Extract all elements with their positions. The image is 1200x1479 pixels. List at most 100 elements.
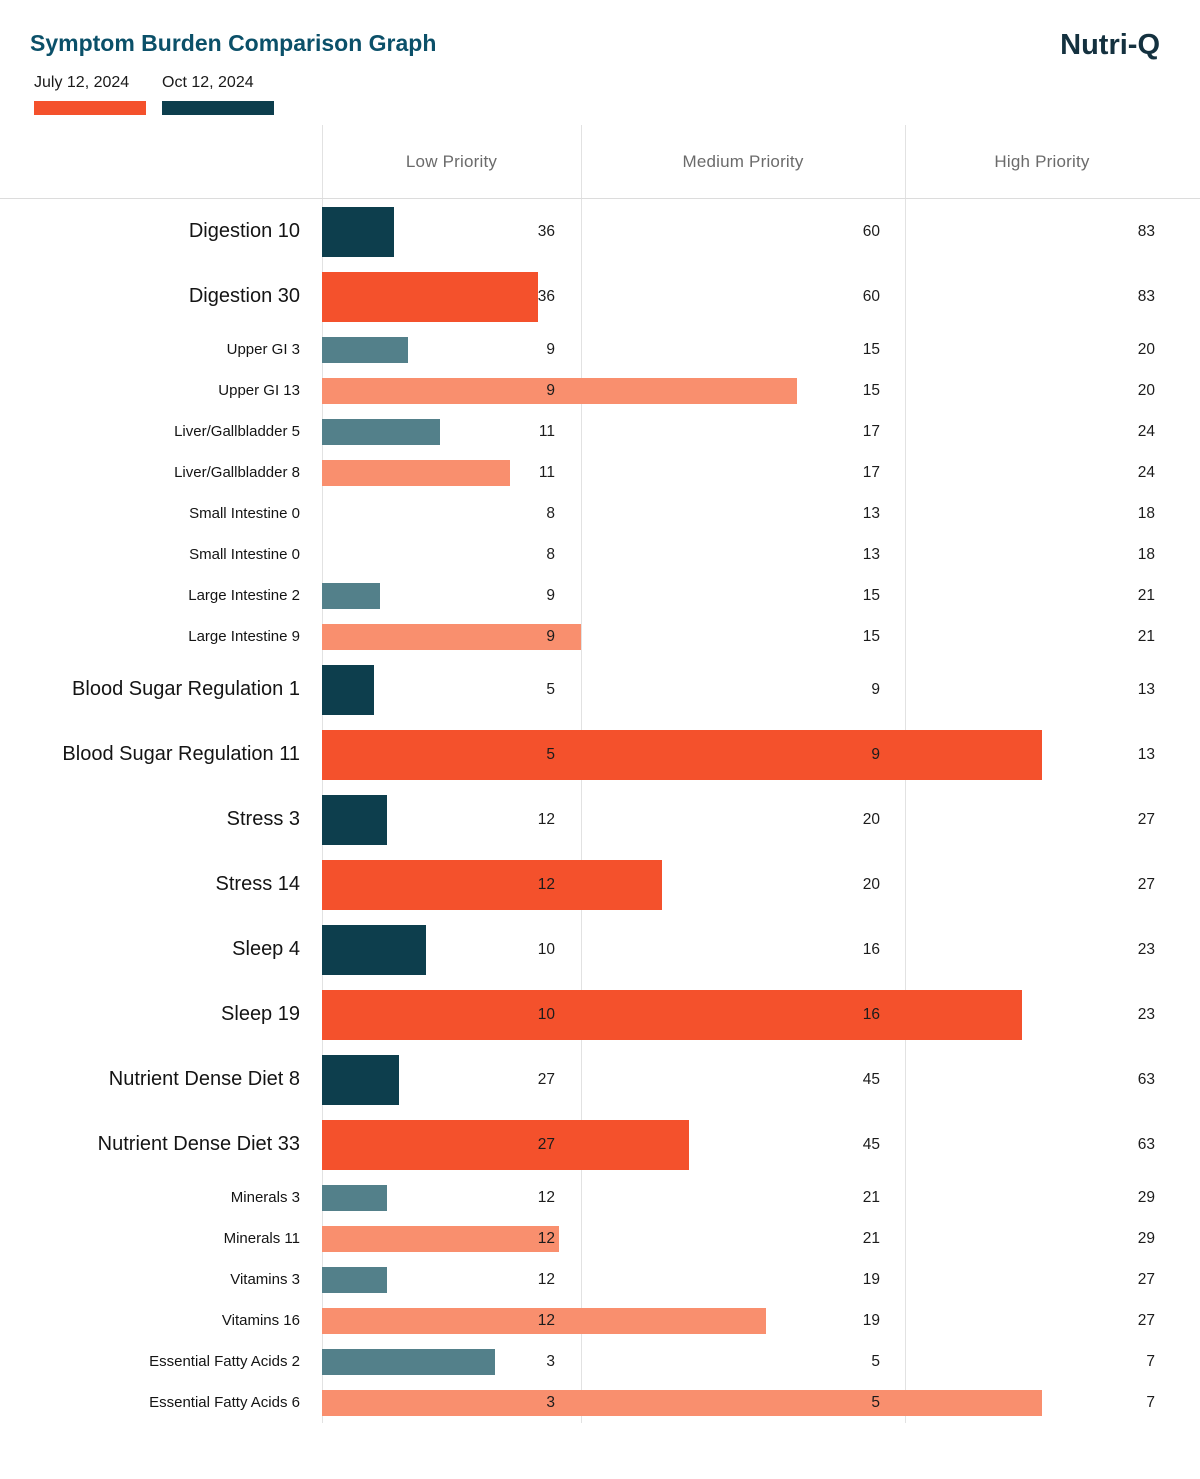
threshold-medium: 15 [862,381,880,399]
row-label: Stress 14 [215,873,300,895]
threshold-low: 27 [537,1070,555,1088]
threshold-medium: 16 [862,940,880,958]
chart-row: Upper GI 13 9 15 20 [0,370,1200,411]
chart-row: Essential Fatty Acids 6 3 5 7 [0,1382,1200,1423]
priority-column-headers: Low Priority Medium Priority High Priori… [0,125,1200,199]
row-chart-area: 12 20 27 [322,787,1200,852]
threshold-high: 7 [1146,1393,1155,1411]
threshold-high: 83 [1137,222,1155,240]
threshold-high: 20 [1137,381,1155,399]
legend-label: July 12, 2024 [34,74,130,91]
threshold-medium: 5 [871,1352,880,1370]
header-left: Symptom Burden Comparison Graph July 12,… [30,28,436,115]
threshold-high: 27 [1137,810,1155,828]
threshold-low: 11 [538,463,555,481]
row-label: Small Intestine 0 [189,505,300,522]
threshold-low: 10 [537,1005,555,1023]
row-chart-area: 27 45 63 [322,1112,1200,1177]
threshold-low: 3 [546,1393,555,1411]
threshold-low: 8 [546,545,555,563]
row-label: Small Intestine 0 [189,546,300,563]
column-header-high-priority: High Priority [994,152,1090,171]
row-chart-area: 5 9 13 [322,722,1200,787]
row-label: Nutrient Dense Diet 33 [97,1133,300,1155]
row-chart-area: 8 13 18 [322,493,1200,534]
chart-row: Liver/Gallbladder 5 11 17 24 [0,411,1200,452]
threshold-medium: 20 [862,810,880,828]
threshold-low: 3 [546,1352,555,1370]
comparison-chart: Low Priority Medium Priority High Priori… [0,125,1200,1423]
chart-row: Large Intestine 2 9 15 21 [0,575,1200,616]
row-chart-area: 10 16 23 [322,917,1200,982]
threshold-medium: 13 [862,504,880,522]
bar-july [322,459,511,486]
threshold-high: 63 [1137,1070,1155,1088]
threshold-high: 21 [1137,627,1155,645]
threshold-high: 21 [1137,586,1155,604]
brand-logo: Nutri-Q [1060,29,1160,61]
bar-oct [322,1184,387,1211]
threshold-high: 63 [1137,1135,1155,1153]
row-chart-area: 12 21 29 [322,1177,1200,1218]
row-chart-area: 36 60 83 [322,199,1200,264]
bar-oct [322,582,380,609]
threshold-medium: 9 [871,745,880,763]
threshold-medium: 21 [862,1229,880,1247]
threshold-low: 36 [537,222,555,240]
threshold-high: 24 [1137,463,1155,481]
chart-row: Digestion 10 36 60 83 [0,199,1200,264]
row-label: Liver/Gallbladder 8 [174,464,300,481]
row-label: Sleep 19 [221,1003,300,1025]
threshold-high: 27 [1137,875,1155,893]
threshold-low: 12 [537,1188,555,1206]
row-label: Large Intestine 9 [188,628,300,645]
threshold-high: 13 [1137,745,1155,763]
chart-row: Minerals 11 12 21 29 [0,1218,1200,1259]
legend-label: Oct 12, 2024 [162,74,254,91]
threshold-low: 11 [538,422,555,440]
row-label: Digestion 10 [188,220,300,242]
bar-july [322,1307,767,1334]
column-header-medium-priority: Medium Priority [682,152,804,171]
threshold-high: 27 [1137,1311,1155,1329]
threshold-high: 23 [1137,940,1155,958]
bar-oct [322,336,409,363]
threshold-low: 8 [546,504,555,522]
threshold-low: 12 [537,875,555,893]
legend: July 12, 2024 Oct 12, 2024 [34,74,436,115]
row-label: Minerals 3 [230,1189,300,1206]
bar-oct [322,924,426,975]
chart-row: Blood Sugar Regulation 1 5 9 13 [0,657,1200,722]
row-chart-area: 11 17 24 [322,452,1200,493]
threshold-medium: 5 [871,1393,880,1411]
bar-oct [322,1054,399,1105]
row-label: Minerals 11 [223,1230,300,1247]
bar-july [322,989,1023,1040]
threshold-medium: 9 [871,680,880,698]
chart-row: Liver/Gallbladder 8 11 17 24 [0,452,1200,493]
threshold-low: 5 [546,680,555,698]
chart-row: Minerals 3 12 21 29 [0,1177,1200,1218]
row-label: Upper GI 3 [226,341,300,358]
chart-row: Digestion 30 36 60 83 [0,264,1200,329]
bar-july [322,859,662,910]
row-label: Digestion 30 [188,285,300,307]
chart-row: Stress 14 12 20 27 [0,852,1200,917]
chart-row: Large Intestine 9 9 15 21 [0,616,1200,657]
threshold-medium: 17 [862,422,880,440]
row-chart-area: 11 17 24 [322,411,1200,452]
bar-oct [322,1348,495,1375]
bar-july [322,271,538,322]
row-label: Stress 3 [226,808,300,830]
threshold-low: 9 [546,381,555,399]
threshold-high: 7 [1146,1352,1155,1370]
threshold-high: 18 [1137,504,1155,522]
row-chart-area: 5 9 13 [322,657,1200,722]
chart-row: Sleep 19 10 16 23 [0,982,1200,1047]
threshold-medium: 16 [862,1005,880,1023]
threshold-low: 12 [537,810,555,828]
chart-row: Small Intestine 0 8 13 18 [0,493,1200,534]
legend-swatch-oct [162,101,274,115]
bar-july [322,1389,1042,1416]
